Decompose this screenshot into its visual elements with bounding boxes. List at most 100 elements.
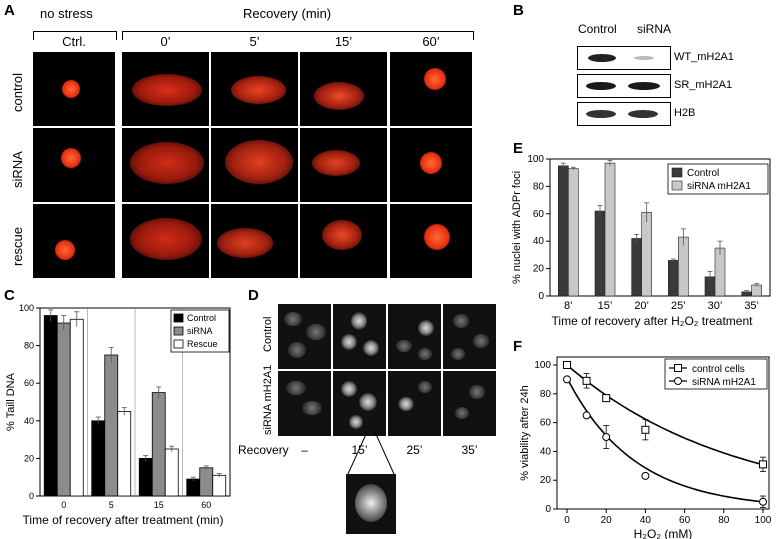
chart-e: 0 20 40 60 80 100 8’ 15’ 20’ 25’ 30’ 35’ % nuclei wi… xyxy=(511,154,771,328)
bar xyxy=(91,420,106,497)
immunofluorescence-image xyxy=(388,304,441,369)
fit-curve xyxy=(566,364,764,466)
col-label-0: 0’ xyxy=(160,34,171,49)
x-tick-label: 60 xyxy=(201,500,211,510)
data-point xyxy=(582,376,591,385)
bar xyxy=(186,478,201,497)
y-tick-label: 60 xyxy=(24,378,34,388)
d-row-label-sirna: siRNA mH2A1 xyxy=(262,364,274,435)
comet-image xyxy=(390,52,472,126)
immunofluorescence-image xyxy=(333,304,386,369)
immunofluorescence-image xyxy=(443,371,496,436)
blot-label-sr: SR_mH2A1 xyxy=(674,79,733,91)
y-tick-label: 0 xyxy=(29,491,34,501)
d-row-label-control: Control xyxy=(262,316,274,352)
bar xyxy=(668,260,679,297)
x-tick-label: 20 xyxy=(601,515,613,526)
blot-label-wt: WT_mH2A1 xyxy=(674,51,734,63)
legend-swatch xyxy=(173,326,184,336)
legend-label: siRNA xyxy=(187,326,213,336)
bar xyxy=(117,411,132,497)
legend-label: Control xyxy=(687,168,719,179)
x-tick-label: 25’ xyxy=(671,300,686,312)
comet-image xyxy=(300,204,387,278)
col-label-60: 60’ xyxy=(422,34,440,49)
y-tick-label: 100 xyxy=(19,303,34,313)
bar xyxy=(164,448,179,497)
y-tick-label: 80 xyxy=(24,341,34,351)
d-col-label-35: 35’ xyxy=(461,443,478,457)
panel-label-b: B xyxy=(513,2,524,19)
data-point xyxy=(602,433,611,441)
col-label-5: 5’ xyxy=(249,34,260,49)
row-label-control: control xyxy=(10,72,25,112)
x-tick-label: 20’ xyxy=(634,300,649,312)
col-label-15: 15’ xyxy=(334,34,353,49)
x-axis-label: Time of recovery after treatment (min) xyxy=(23,513,224,527)
y-axis-label: % Taill DNA xyxy=(5,372,17,431)
x-tick-label: 30’ xyxy=(708,300,723,312)
comet-image xyxy=(300,128,387,202)
comet-image xyxy=(33,52,115,126)
bar xyxy=(151,392,166,497)
bar xyxy=(43,315,58,497)
y-tick-label: 60 xyxy=(533,209,545,220)
comet-image xyxy=(211,204,298,278)
y-axis-label: % nuclei with ADPr foci xyxy=(511,171,523,284)
y-tick-label: 100 xyxy=(534,360,551,371)
header-recovery: Recovery (min) xyxy=(243,6,332,21)
bar xyxy=(69,318,84,497)
immunofluorescence-image xyxy=(388,371,441,436)
western-blot-h2b xyxy=(577,102,671,126)
legend-swatch xyxy=(173,313,184,323)
bar xyxy=(604,162,616,297)
x-tick-label: 40 xyxy=(640,515,652,526)
comet-image xyxy=(211,52,298,126)
chart-c: 0 20 40 60 80 100 0 5 15 60 % Taill DNA Time of rec… xyxy=(5,303,231,527)
panel-label-a: A xyxy=(4,2,15,19)
x-tick-label: 0 xyxy=(61,500,66,510)
x-tick-label: 35’ xyxy=(744,300,759,312)
y-tick-label: 40 xyxy=(540,446,552,457)
bar xyxy=(568,168,579,297)
legend-swatch xyxy=(173,339,184,349)
y-tick-label: 20 xyxy=(533,264,545,275)
col-label-ctrl: Ctrl. xyxy=(62,34,86,49)
immunofluorescence-image xyxy=(333,371,386,436)
data-point xyxy=(759,497,767,506)
y-tick-label: 80 xyxy=(540,389,552,400)
d-col-label-none: – xyxy=(301,443,308,457)
panel-label-f: F xyxy=(513,338,523,355)
fit-curve xyxy=(566,377,764,503)
blot-col-sirna: siRNA xyxy=(637,22,672,36)
y-tick-label: 40 xyxy=(533,236,545,247)
immunofluorescence-image xyxy=(443,304,496,369)
x-axis-label: Time of recovery after H₂O₂ treatment xyxy=(552,314,754,328)
bar xyxy=(714,247,726,297)
western-blot-wt xyxy=(577,46,671,70)
x-tick-label: 5 xyxy=(109,500,114,510)
plot-frame xyxy=(556,356,770,510)
legend-label: Rescue xyxy=(187,339,218,349)
immunofluorescence-image xyxy=(278,304,331,369)
y-tick-label: 100 xyxy=(527,154,544,165)
data-point xyxy=(563,361,571,369)
y-tick-label: 0 xyxy=(545,504,551,515)
x-tick-label: 80 xyxy=(718,515,730,526)
panel-label-c: C xyxy=(4,287,15,304)
comet-image xyxy=(122,204,209,278)
d-recovery-label: Recovery xyxy=(238,443,289,457)
y-tick-label: 20 xyxy=(540,475,552,486)
data-point xyxy=(641,471,650,480)
row-label-sirna: siRNA xyxy=(10,151,25,188)
panel-label-d: D xyxy=(248,287,259,304)
comet-image xyxy=(390,128,472,202)
bar xyxy=(56,322,71,497)
western-blot-sr xyxy=(577,74,671,98)
comet-image xyxy=(122,128,209,202)
data-point xyxy=(602,394,611,403)
bar xyxy=(631,238,642,297)
y-tick-label: 80 xyxy=(533,181,545,192)
bar xyxy=(751,284,762,297)
comet-image xyxy=(33,128,115,202)
